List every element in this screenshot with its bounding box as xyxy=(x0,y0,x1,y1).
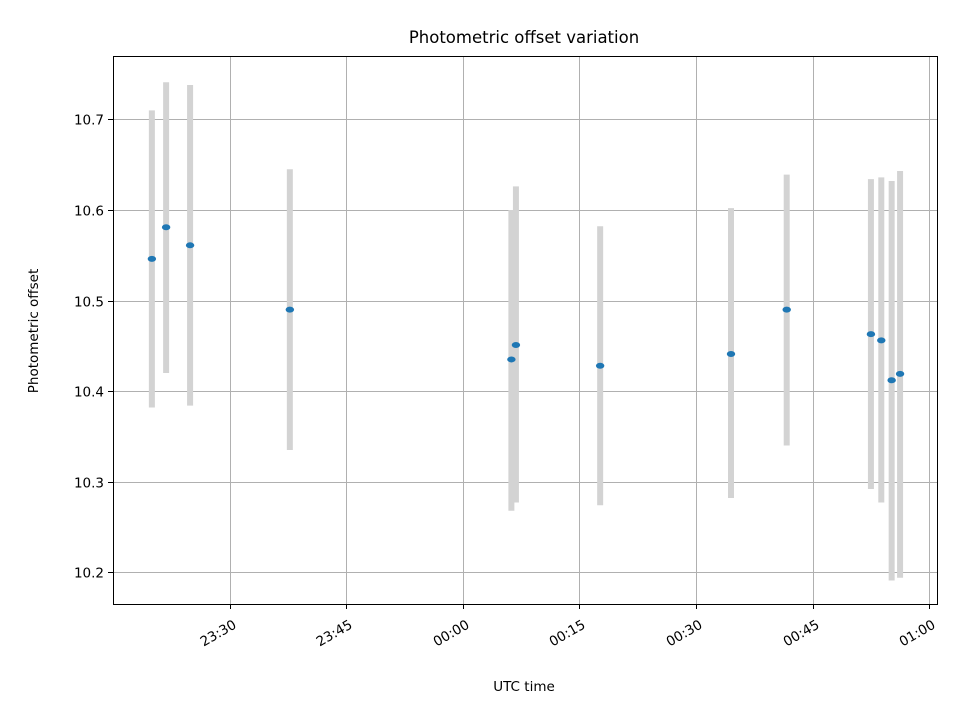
x-tick-label: 23:45 xyxy=(314,617,356,650)
x-axis-label: UTC time xyxy=(493,679,555,695)
data-point xyxy=(511,341,521,348)
x-tick-label: 00:15 xyxy=(547,617,589,650)
x-tick-label: 00:30 xyxy=(664,617,706,650)
data-point xyxy=(877,337,886,344)
y-axis-label: Photometric offset xyxy=(26,269,42,393)
data-point xyxy=(147,255,157,262)
data-point xyxy=(285,306,295,313)
data-point xyxy=(782,306,791,313)
y-tick-label: 10.7 xyxy=(74,113,104,129)
y-tick-label: 10.3 xyxy=(74,476,104,492)
x-tick-label: 00:00 xyxy=(431,617,473,650)
y-tick-label: 10.6 xyxy=(74,204,104,220)
data-point xyxy=(887,377,896,384)
x-tick-label: 01:00 xyxy=(897,617,939,650)
grid xyxy=(113,56,937,604)
y-tick-label: 10.5 xyxy=(74,295,104,311)
axis-ticks: 23:30 23:45 00:00 00:15 00:30 00:45 01:00 10.2 1… xyxy=(74,113,938,651)
data-points xyxy=(147,224,905,384)
chart-title: Photometric offset variation xyxy=(409,28,639,47)
data-point xyxy=(866,331,876,338)
plot-frame xyxy=(113,56,938,605)
error-bars xyxy=(148,82,904,581)
data-point xyxy=(726,351,736,358)
x-tick-label: 00:45 xyxy=(781,617,823,650)
x-tick-label: 23:30 xyxy=(198,617,240,650)
y-tick-label: 10.4 xyxy=(74,385,104,401)
data-point xyxy=(895,370,905,377)
data-point xyxy=(595,362,605,369)
data-point xyxy=(507,356,516,363)
y-tick-label: 10.2 xyxy=(74,566,104,582)
data-point xyxy=(161,224,171,231)
data-point xyxy=(185,242,195,249)
